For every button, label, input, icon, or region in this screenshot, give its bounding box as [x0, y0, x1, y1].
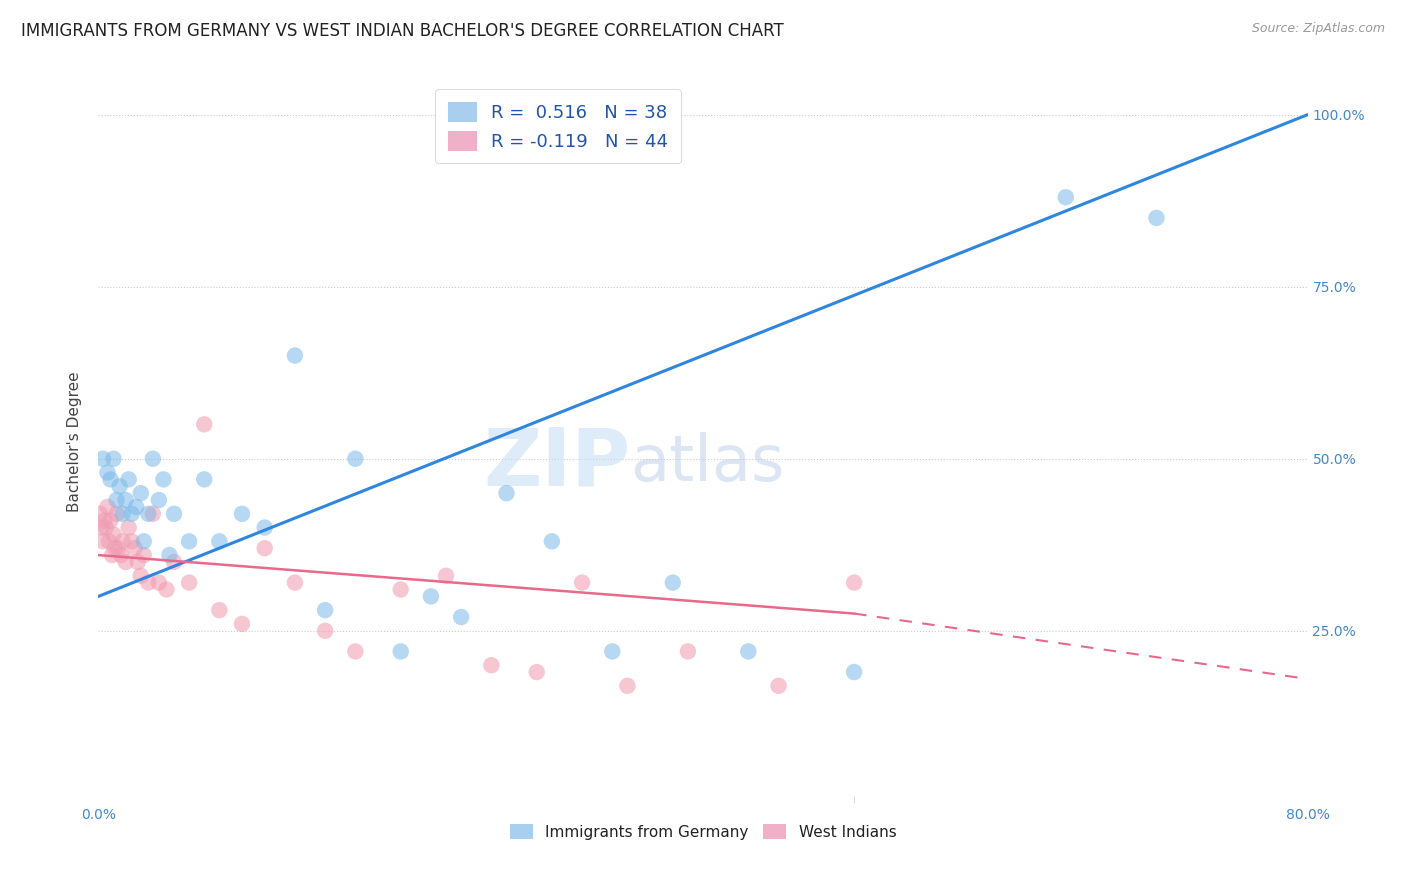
- Point: [314, 624, 336, 638]
- Point: [193, 417, 215, 432]
- Point: [129, 568, 152, 582]
- Point: [420, 590, 443, 604]
- Point: [231, 616, 253, 631]
- Point: [121, 534, 143, 549]
- Point: [253, 520, 276, 534]
- Point: [129, 486, 152, 500]
- Point: [661, 575, 683, 590]
- Point: [495, 486, 517, 500]
- Point: [91, 451, 114, 466]
- Point: [163, 555, 186, 569]
- Point: [118, 520, 141, 534]
- Point: [107, 541, 129, 556]
- Legend: Immigrants from Germany, West Indians: Immigrants from Germany, West Indians: [503, 818, 903, 846]
- Point: [540, 534, 562, 549]
- Point: [284, 349, 307, 363]
- Point: [768, 679, 790, 693]
- Point: [103, 527, 125, 541]
- Point: [571, 575, 593, 590]
- Point: [389, 644, 412, 658]
- Point: [179, 534, 201, 549]
- Point: [450, 610, 472, 624]
- Text: Source: ZipAtlas.com: Source: ZipAtlas.com: [1251, 22, 1385, 36]
- Point: [132, 534, 155, 549]
- Point: [1054, 190, 1077, 204]
- Point: [93, 514, 115, 528]
- Point: [231, 507, 253, 521]
- Point: [110, 548, 132, 562]
- Point: [142, 507, 165, 521]
- Point: [142, 451, 165, 466]
- Point: [136, 507, 159, 521]
- Point: [124, 541, 146, 556]
- Point: [101, 548, 124, 562]
- Point: [602, 644, 624, 658]
- Point: [114, 493, 136, 508]
- Point: [148, 493, 170, 508]
- Point: [111, 507, 134, 521]
- Point: [344, 644, 367, 658]
- Point: [96, 500, 118, 514]
- Point: [100, 472, 122, 486]
- Point: [105, 507, 128, 521]
- Point: [481, 658, 503, 673]
- Point: [193, 472, 215, 486]
- Point: [314, 603, 336, 617]
- Point: [163, 507, 186, 521]
- Point: [108, 479, 131, 493]
- Point: [179, 575, 201, 590]
- Text: IMMIGRANTS FROM GERMANY VS WEST INDIAN BACHELOR'S DEGREE CORRELATION CHART: IMMIGRANTS FROM GERMANY VS WEST INDIAN B…: [21, 22, 783, 40]
- Point: [103, 451, 125, 466]
- Text: ZIP: ZIP: [484, 425, 630, 502]
- Point: [737, 644, 759, 658]
- Point: [96, 466, 118, 480]
- Y-axis label: Bachelor's Degree: Bachelor's Degree: [67, 371, 83, 512]
- Point: [344, 451, 367, 466]
- Point: [90, 520, 112, 534]
- Point: [676, 644, 699, 658]
- Point: [121, 507, 143, 521]
- Point: [118, 472, 141, 486]
- Point: [91, 534, 114, 549]
- Point: [127, 555, 149, 569]
- Point: [253, 541, 276, 556]
- Point: [104, 541, 127, 556]
- Point: [94, 520, 117, 534]
- Point: [389, 582, 412, 597]
- Point: [159, 548, 181, 562]
- Point: [100, 514, 122, 528]
- Point: [284, 575, 307, 590]
- Point: [111, 534, 134, 549]
- Point: [114, 555, 136, 569]
- Point: [155, 582, 177, 597]
- Point: [1144, 211, 1167, 225]
- Point: [89, 507, 111, 521]
- Text: atlas: atlas: [630, 433, 785, 494]
- Point: [616, 679, 638, 693]
- Point: [136, 575, 159, 590]
- Point: [125, 500, 148, 514]
- Point: [526, 665, 548, 679]
- Point: [148, 575, 170, 590]
- Point: [844, 665, 866, 679]
- Point: [98, 534, 121, 549]
- Point: [434, 568, 457, 582]
- Point: [844, 575, 866, 590]
- Point: [105, 493, 128, 508]
- Point: [132, 548, 155, 562]
- Point: [152, 472, 174, 486]
- Point: [208, 603, 231, 617]
- Point: [208, 534, 231, 549]
